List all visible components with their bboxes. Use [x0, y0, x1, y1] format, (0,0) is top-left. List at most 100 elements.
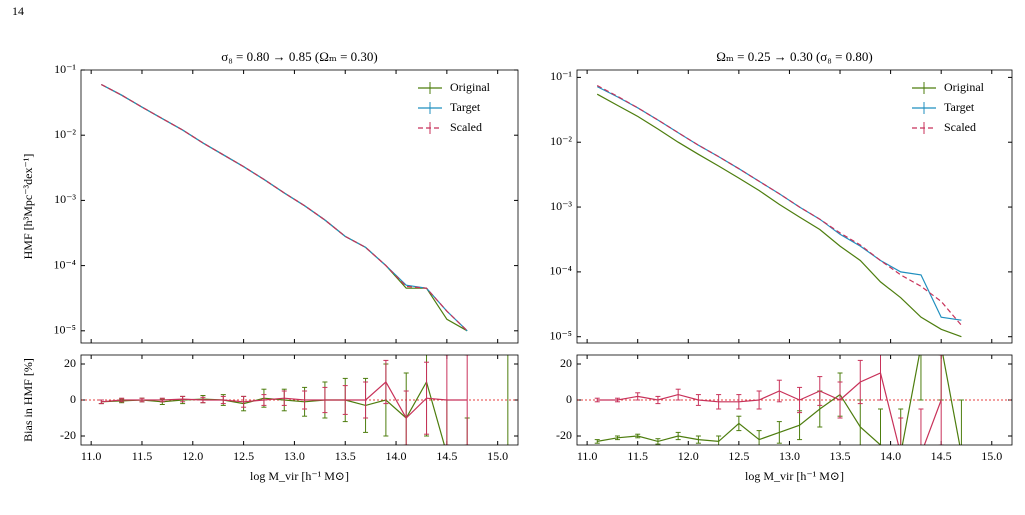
series-line: [101, 85, 508, 331]
x-tick-label: 13.5: [335, 449, 356, 463]
series-line: [597, 372, 942, 445]
x-tick-label: 12.5: [233, 449, 254, 463]
y-tick-label: 10⁻²: [54, 127, 76, 141]
error-bar: [614, 397, 620, 403]
x-tick-label: 11.0: [577, 449, 598, 463]
y-axis-label: Bias in HMF [%]: [21, 358, 35, 442]
axes-frame: [576, 69, 1013, 344]
error-bar: [159, 397, 165, 403]
x-tick-label: 14.5: [931, 449, 952, 463]
error-bar: [898, 417, 904, 445]
error-bar: [464, 355, 470, 445]
error-bar: [797, 386, 803, 414]
y-tick-label: -20: [60, 428, 76, 442]
error-bar: [322, 386, 328, 414]
y-tick-label: 10⁻⁴: [549, 264, 572, 278]
error-bar: [635, 433, 641, 439]
legend-label: Scaled: [944, 120, 976, 134]
error-bar: [655, 438, 661, 445]
error-bar: [614, 435, 620, 441]
error-bar: [877, 355, 883, 401]
x-tick-label: 11.5: [132, 449, 153, 463]
error-bar: [857, 399, 863, 445]
error-bar: [776, 379, 782, 403]
y-axis-label: HMF [h³Mpc⁻³dex⁻¹]: [21, 154, 35, 260]
x-tick-label: 14.5: [436, 449, 457, 463]
plot-area: [596, 84, 1002, 337]
x-tick-label: 11.0: [81, 449, 102, 463]
legend-label: Original: [944, 80, 985, 94]
error-bar: [918, 355, 924, 401]
legend-label: Target: [944, 100, 975, 114]
error-bar: [756, 430, 762, 445]
axes-frame: [80, 354, 519, 446]
series-line: [596, 84, 962, 326]
error-bar: [695, 394, 701, 406]
error-bar: [877, 408, 883, 445]
x-tick-label: 11.5: [627, 449, 648, 463]
y-tick-label: 0: [566, 392, 572, 406]
error-bar: [363, 381, 369, 419]
axes-frame: [576, 354, 1013, 446]
error-bar: [736, 415, 742, 432]
error-bar: [716, 394, 722, 410]
legend-label: Scaled: [450, 120, 482, 134]
axes-frame: [80, 69, 519, 344]
chart-title: σ₈ = 0.80 → 0.85 (Ωₘ = 0.30): [221, 49, 378, 64]
plot-area: [98, 355, 511, 445]
x-axis-label: log M_vir [h⁻¹ M⊙]: [250, 469, 349, 483]
y-tick-label: 0: [70, 392, 76, 406]
error-bar: [200, 396, 206, 404]
x-tick-label: 15.0: [487, 449, 508, 463]
x-tick-label: 15.0: [981, 449, 1002, 463]
plot-area: [594, 355, 964, 445]
error-bar: [403, 390, 409, 445]
error-bar: [594, 439, 600, 444]
error-bar: [444, 355, 450, 445]
series-line: [596, 86, 962, 321]
y-tick-label: 10⁻⁵: [53, 323, 76, 337]
error-bar: [261, 394, 267, 406]
x-tick-label: 13.0: [779, 449, 800, 463]
y-tick-label: 10⁻³: [550, 199, 572, 213]
error-bar: [302, 390, 308, 410]
x-tick-label: 13.0: [284, 449, 305, 463]
error-bar: [98, 399, 104, 405]
y-tick-label: 10⁻⁵: [549, 328, 572, 342]
legend-label: Target: [450, 100, 481, 114]
error-bar: [857, 359, 863, 405]
error-bar: [180, 395, 186, 403]
y-tick-label: 10⁻³: [54, 192, 76, 206]
error-bar: [119, 397, 125, 403]
error-bar: [695, 435, 701, 444]
y-tick-label: 20: [64, 356, 76, 370]
y-tick-label: -20: [556, 428, 572, 442]
y-tick-label: 10⁻²: [550, 134, 572, 148]
error-bar: [281, 390, 287, 406]
legend-label: Original: [450, 80, 491, 94]
chart-title: Ωₘ = 0.25 → 0.30 (σ₈ = 0.80): [716, 49, 873, 64]
page-number: 14: [12, 4, 24, 18]
x-tick-label: 12.0: [678, 449, 699, 463]
y-tick-label: 10⁻¹: [54, 62, 76, 76]
error-bar: [241, 395, 247, 408]
error-bar: [817, 376, 823, 406]
error-bar: [383, 359, 389, 405]
error-bar: [958, 399, 964, 445]
error-bar: [736, 394, 742, 410]
error-bar: [139, 397, 145, 403]
x-tick-label: 14.0: [880, 449, 901, 463]
x-tick-label: 12.0: [182, 449, 203, 463]
series-line: [101, 85, 508, 331]
series-line: [101, 85, 508, 331]
error-bar: [938, 355, 944, 445]
error-bar: [594, 397, 600, 403]
x-tick-label: 12.5: [728, 449, 749, 463]
error-bar: [655, 395, 661, 405]
error-bar: [424, 361, 430, 435]
series-line: [597, 94, 1002, 337]
error-bar: [918, 408, 924, 445]
plot-area: [101, 85, 508, 331]
